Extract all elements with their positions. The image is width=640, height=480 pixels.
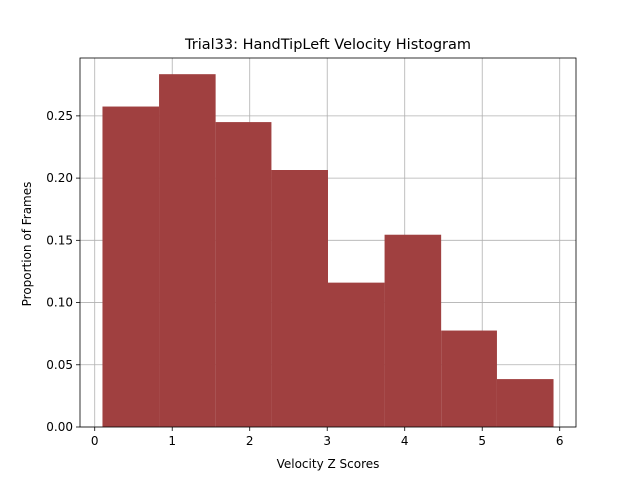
x-tick-label-2: 2 — [246, 434, 254, 448]
histogram-bar-0 — [102, 106, 160, 427]
chart-title: Trial33: HandTipLeft Velocity Histogram — [184, 37, 471, 53]
histogram-bar-3 — [271, 170, 328, 427]
y-axis-label: Proportion of Frames — [20, 182, 34, 307]
x-tick-label-3: 3 — [323, 434, 331, 448]
axes-frame — [79, 57, 577, 428]
histogram-bar-1 — [159, 74, 216, 428]
x-axis-ticks: 0 1 2 3 4 5 6 — [91, 427, 564, 448]
histogram-bars — [102, 74, 554, 428]
histogram-bar-2 — [215, 122, 272, 428]
y-tick-label-5: 0.25 — [46, 109, 73, 123]
histogram-bar-7 — [496, 379, 554, 427]
y-tick-label-3: 0.15 — [46, 233, 73, 247]
x-tick-label-0: 0 — [91, 434, 99, 448]
x-tick-label-5: 5 — [478, 434, 486, 448]
histogram-bar-4 — [328, 282, 385, 427]
histogram-bar-5 — [384, 234, 442, 427]
x-tick-label-4: 4 — [401, 434, 409, 448]
y-axis-ticks: 0.00 0.05 0.10 0.15 0.20 0.25 — [46, 109, 80, 434]
y-tick-label-2: 0.10 — [46, 296, 73, 310]
histogram-bar-6 — [441, 330, 497, 427]
x-axis-label: Velocity Z Scores — [277, 457, 380, 471]
y-tick-label-4: 0.20 — [46, 171, 73, 185]
y-tick-label-1: 0.05 — [46, 358, 73, 372]
x-tick-label-6: 6 — [556, 434, 564, 448]
x-tick-label-1: 1 — [168, 434, 176, 448]
y-tick-label-0: 0.00 — [46, 420, 73, 434]
